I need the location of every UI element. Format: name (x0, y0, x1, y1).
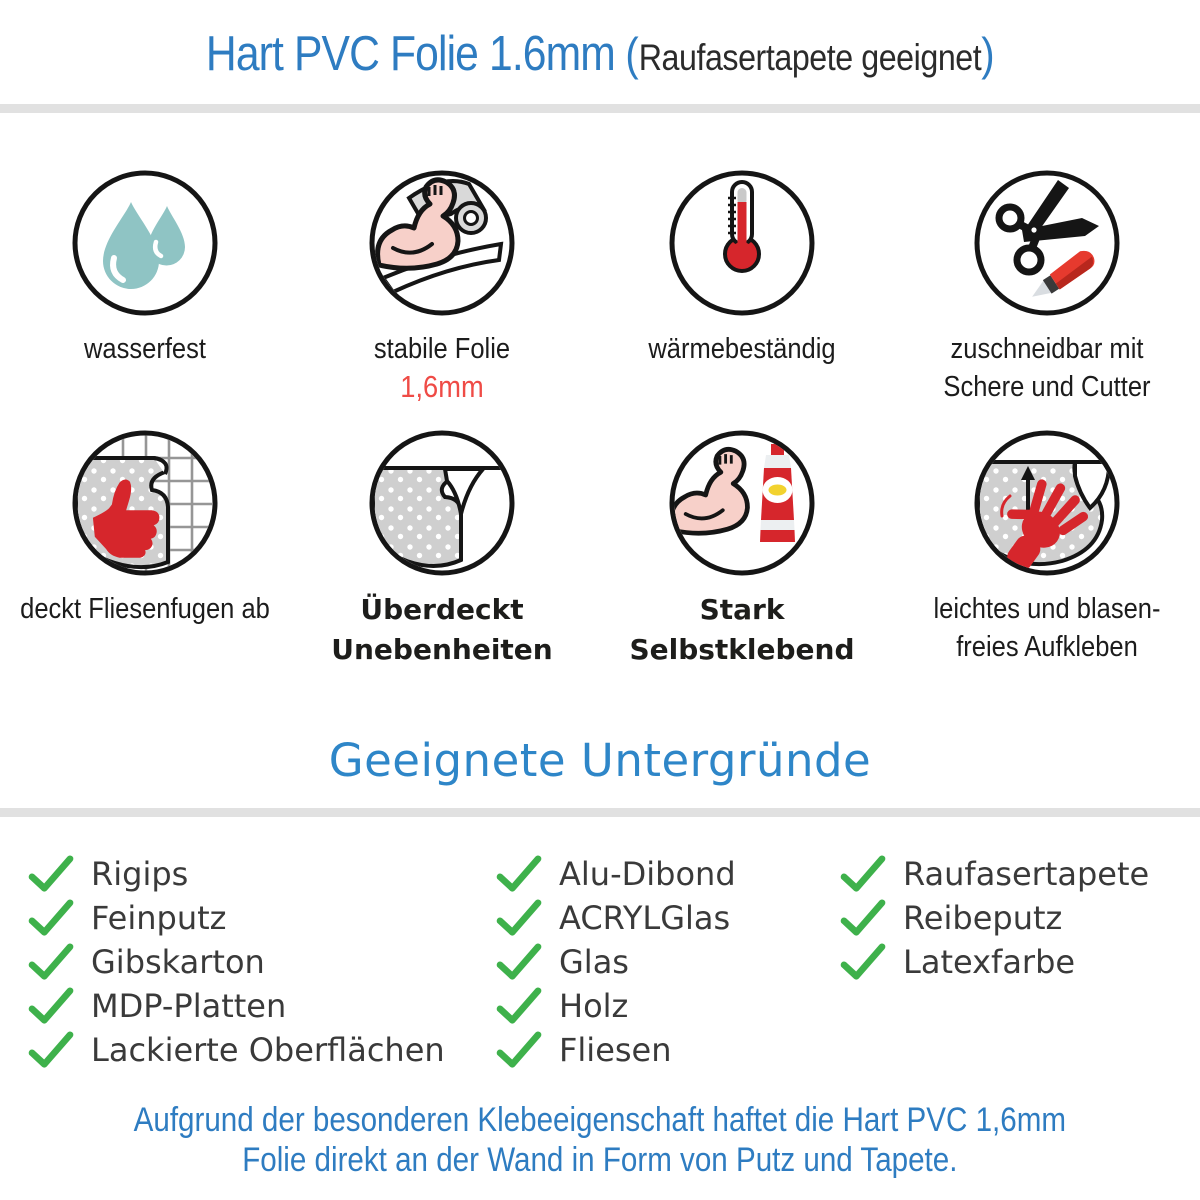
muscle-arm-glue-icon (667, 428, 817, 578)
substrate-item: Rigips (28, 852, 445, 896)
substrate-item: Alu-Dibond (496, 852, 736, 896)
check-icon (28, 943, 74, 980)
substrate-label: Alu-Dibond (559, 855, 736, 893)
substrate-item: Feinputz (28, 896, 445, 940)
check-icon (840, 855, 886, 892)
check-icon (496, 899, 542, 936)
caption-line: zuschneidbar mit (950, 333, 1144, 365)
thermometer-icon (667, 168, 817, 318)
substrate-column-1: Rigips Feinputz Gibskarton MDP-Platten L… (28, 852, 445, 1072)
check-icon (496, 943, 542, 980)
feature-caption: zuschneidbar mit Schere und Cutter (915, 330, 1179, 406)
footer-line-2: Folie direkt an der Wand in Form von Put… (242, 1141, 958, 1179)
feature-ueberdeckt-unebenheiten: Überdeckt Unebenheiten (292, 428, 592, 670)
feature-caption: Überdeckt Unebenheiten (292, 590, 592, 670)
substrate-item: Lackierte Oberflächen (28, 1028, 445, 1072)
foil-fold-icon (367, 428, 517, 578)
caption-line: freies Aufkleben (956, 631, 1138, 663)
feature-caption: deckt Fliesenfugen ab (13, 590, 277, 628)
check-icon (28, 855, 74, 892)
caption-line: stabile Folie (373, 333, 511, 365)
substrate-item: Fliesen (496, 1028, 736, 1072)
check-icon (28, 899, 74, 936)
title-main: Hart PVC Folie 1.6mm (205, 27, 616, 81)
feature-caption: stabile Folie 1,6mm (310, 330, 574, 406)
scissors-cutter-icon (972, 168, 1122, 318)
feature-waermebestaendig: wärmebeständig (592, 168, 892, 368)
feature-stark-selbstklebend: Stark Selbstklebend (592, 428, 892, 670)
substrate-label: MDP-Platten (91, 987, 287, 1025)
hand-press-foil-icon (972, 428, 1122, 578)
substrate-item: Glas (496, 940, 736, 984)
caption-line: Schere und Cutter (943, 371, 1151, 403)
feature-caption: leichtes und blasen- freies Aufkleben (915, 590, 1179, 666)
substrate-label: Holz (559, 987, 629, 1025)
caption-line: wärmebeständig (648, 333, 836, 365)
title-paren-text: Raufasertapete geeignet (638, 37, 982, 78)
check-icon (496, 987, 542, 1024)
section-heading: Geeignete Untergründe (328, 734, 872, 787)
feature-caption: wasserfest (13, 330, 277, 368)
feature-caption: wärmebeständig (610, 330, 874, 368)
divider-top (0, 104, 1200, 113)
caption-line: Unebenheiten (331, 633, 553, 666)
substrate-label: Raufasertapete (903, 855, 1150, 893)
check-icon (28, 1031, 74, 1068)
feature-zuschneidbar: zuschneidbar mit Schere und Cutter (897, 168, 1197, 406)
thumb-up-tiles-icon (70, 428, 220, 578)
thickness-value: 1,6mm (400, 369, 484, 404)
substrate-item: Gibskarton (28, 940, 445, 984)
substrate-label: Latexfarbe (903, 943, 1076, 981)
substrate-label: Glas (559, 943, 629, 981)
feature-wasserfest: wasserfest (0, 168, 295, 368)
footer-line-1: Aufgrund der besonderen Klebeeigenschaft… (133, 1101, 1067, 1139)
substrate-label: Rigips (91, 855, 189, 893)
substrate-item: Reibeputz (840, 896, 1149, 940)
substrate-item: Raufasertapete (840, 852, 1149, 896)
check-icon (496, 855, 542, 892)
caption-line: Überdeckt (360, 593, 524, 626)
caption-line: leichtes und blasen- (933, 593, 1161, 625)
check-icon (496, 1031, 542, 1068)
feature-blasenfreies-aufkleben: leichtes und blasen- freies Aufkleben (897, 428, 1197, 666)
feature-stabile-folie: stabile Folie 1,6mm (292, 168, 592, 406)
check-icon (28, 987, 74, 1024)
check-icon (840, 899, 886, 936)
substrate-item: Holz (496, 984, 736, 1028)
caption-line: Selbstklebend (629, 633, 855, 666)
title-paren-open: ( (625, 28, 639, 80)
water-drops-icon (70, 168, 220, 318)
substrate-label: ACRYLGlas (559, 899, 731, 937)
caption-line: Stark (699, 593, 785, 626)
title-paren-close: ) (981, 28, 995, 80)
substrate-label: Fliesen (559, 1031, 672, 1069)
page-title: Hart PVC Folie 1.6mm (Raufasertapete geei… (0, 22, 1200, 98)
substrate-label: Feinputz (91, 899, 227, 937)
substrate-label: Reibeputz (903, 899, 1063, 937)
caption-line: deckt Fliesenfugen ab (20, 593, 270, 625)
substrate-column-3: Raufasertapete Reibeputz Latexfarbe (840, 852, 1149, 984)
substrate-column-2: Alu-Dibond ACRYLGlas Glas Holz Fliesen (496, 852, 736, 1072)
substrate-label: Gibskarton (91, 943, 265, 981)
feature-deckt-fliesenfugen: deckt Fliesenfugen ab (0, 428, 295, 628)
substrate-item: Latexfarbe (840, 940, 1149, 984)
caption-line: wasserfest (84, 333, 206, 365)
substrate-item: MDP-Platten (28, 984, 445, 1028)
divider-middle (0, 808, 1200, 817)
substrate-item: ACRYLGlas (496, 896, 736, 940)
feature-caption: Stark Selbstklebend (592, 590, 892, 670)
footer-note: Aufgrund der besonderen Klebeeigenschaft… (0, 1100, 1200, 1180)
substrate-label: Lackierte Oberflächen (91, 1031, 445, 1069)
check-icon (840, 943, 886, 980)
muscle-arm-foil-icon (367, 168, 517, 318)
